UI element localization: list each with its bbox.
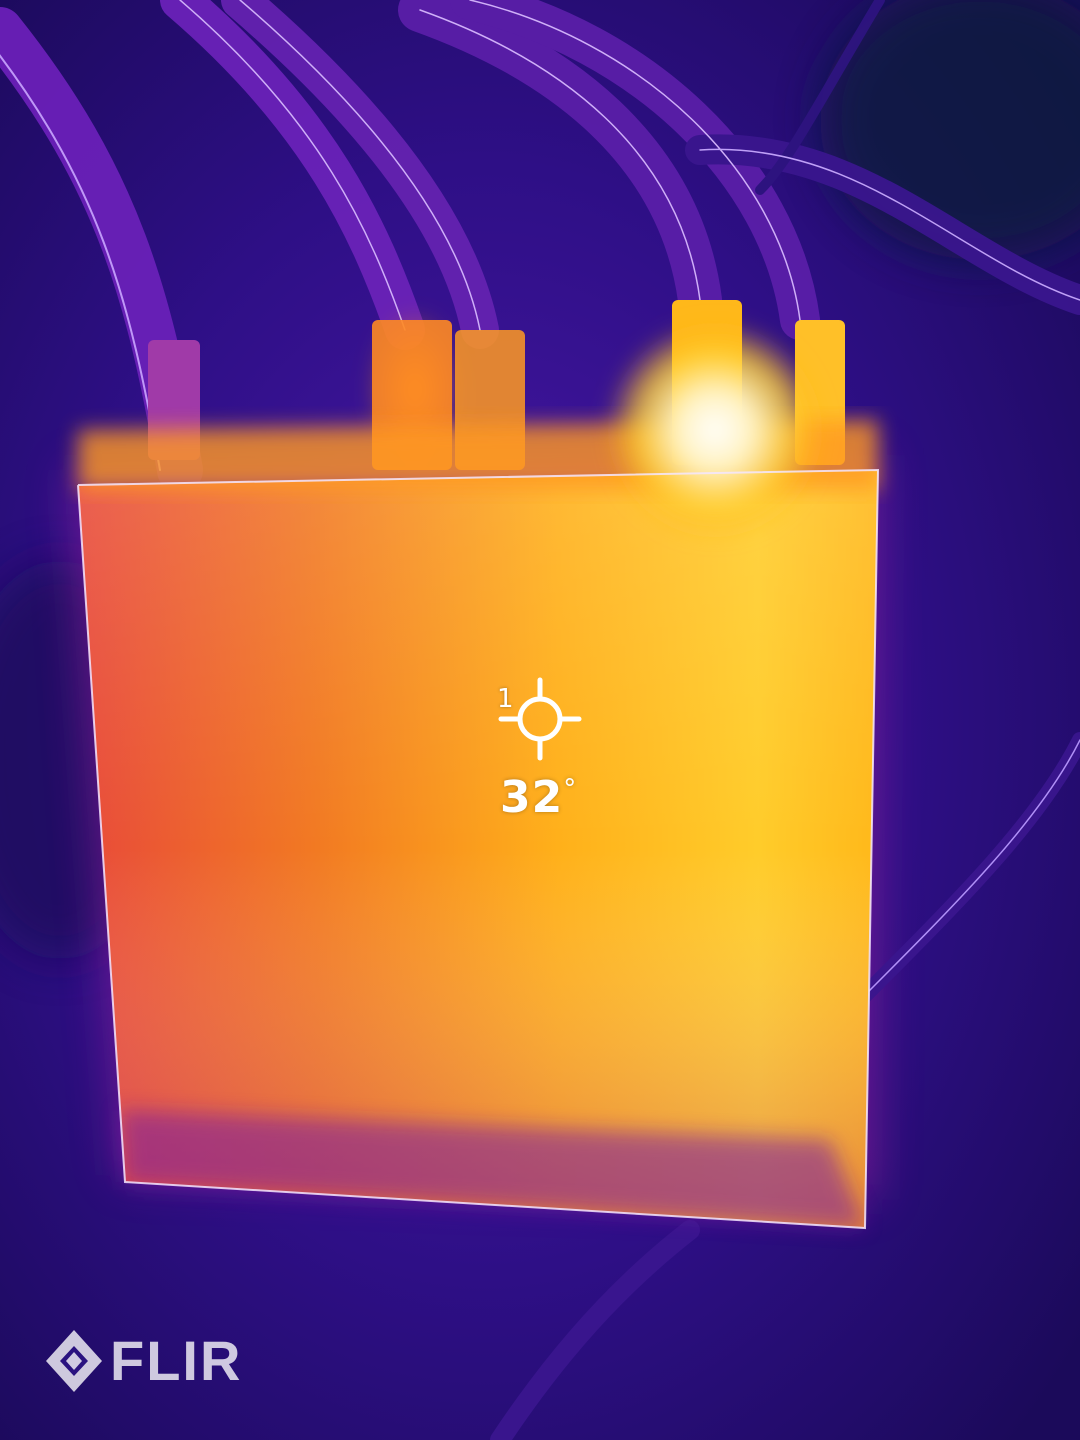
flir-diamond-icon [46, 1330, 102, 1392]
crosshair-icon [498, 677, 582, 761]
temperature-readout: 32° [500, 772, 577, 823]
flir-logo: FLIR [44, 1328, 242, 1394]
spot-meter-index: 1 [497, 684, 514, 714]
temperature-value: 32 [500, 772, 564, 823]
flir-logo-text: FLIR [110, 1329, 243, 1392]
temperature-unit: ° [563, 774, 578, 804]
